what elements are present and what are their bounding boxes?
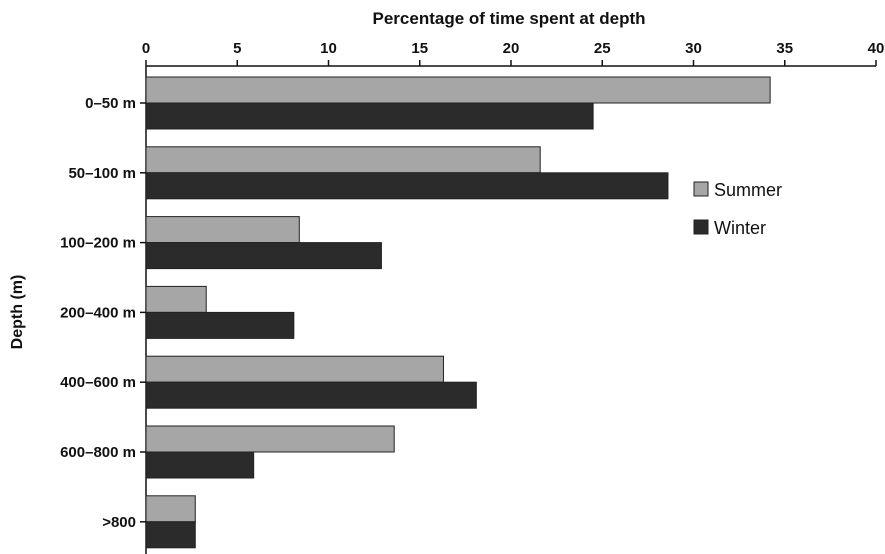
legend: Summer Winter	[693, 180, 782, 238]
legend-label-winter: Winter	[714, 218, 766, 238]
y-axis: 0–50 m 50–100 m 100–200 m 200–400 m 400–600 …	[60, 95, 146, 531]
category-label: >800	[102, 514, 136, 531]
x-tick-label: 40	[868, 40, 885, 57]
x-tick-label: 30	[685, 40, 702, 57]
legend-swatch-winter	[693, 219, 709, 235]
x-tick-label: 15	[411, 40, 428, 57]
category-label: 600–800 m	[60, 444, 136, 461]
x-tick-label: 25	[594, 40, 611, 57]
bar-winter-0	[145, 102, 594, 130]
bar-winter-2	[145, 242, 382, 270]
category-label: 50–100 m	[68, 165, 136, 182]
bar-summer-2	[145, 216, 300, 244]
x-tick-label: 35	[776, 40, 793, 57]
bars	[145, 76, 771, 549]
bar-winter-1	[145, 172, 669, 200]
chart-title: Percentage of time spent at depth	[373, 9, 646, 28]
category-label: 200–400 m	[60, 304, 136, 321]
bar-summer-3	[145, 285, 207, 313]
bar-summer-4	[145, 355, 444, 383]
x-tick-label: 5	[233, 40, 241, 57]
bar-winter-3	[145, 311, 295, 339]
x-tick-label: 10	[320, 40, 337, 57]
legend-label-summer: Summer	[714, 180, 782, 200]
bar-summer-1	[145, 146, 541, 174]
category-label: 400–600 m	[60, 374, 136, 391]
x-axis: 0 5 10 15 20 25 30 35 40	[142, 40, 885, 66]
bar-summer-0	[145, 76, 771, 104]
bar-summer-5	[145, 425, 395, 453]
category-label: 100–200 m	[60, 235, 136, 252]
bar-winter-6	[145, 521, 196, 549]
y-axis-label: Depth (m)	[9, 275, 26, 350]
x-tick-label: 0	[142, 40, 150, 57]
bar-summer-6	[145, 495, 196, 523]
bar-winter-4	[145, 381, 477, 409]
x-tick-label: 20	[503, 40, 520, 57]
legend-swatch-summer	[693, 181, 709, 197]
bar-winter-5	[145, 451, 255, 479]
category-label: 0–50 m	[85, 95, 136, 112]
